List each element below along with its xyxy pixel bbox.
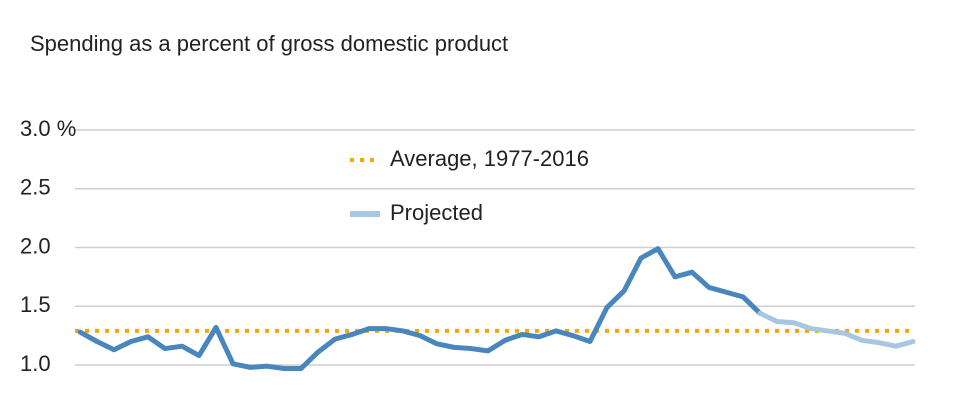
series-line (757, 310, 916, 349)
chart-subtitle: Spending as a percent of gross domestic … (30, 31, 508, 56)
y-tick-label: 1.5 (20, 292, 51, 317)
legend-label: Projected (390, 200, 483, 225)
y-tick-label: 1.0 (20, 351, 51, 376)
y-tick-label: 3.0 % (20, 116, 76, 141)
legend-label: Average, 1977-2016 (390, 146, 589, 171)
y-tick-label: 2.5 (20, 175, 51, 200)
series-line (77, 246, 763, 372)
y-tick-label: 2.0 (20, 233, 51, 258)
